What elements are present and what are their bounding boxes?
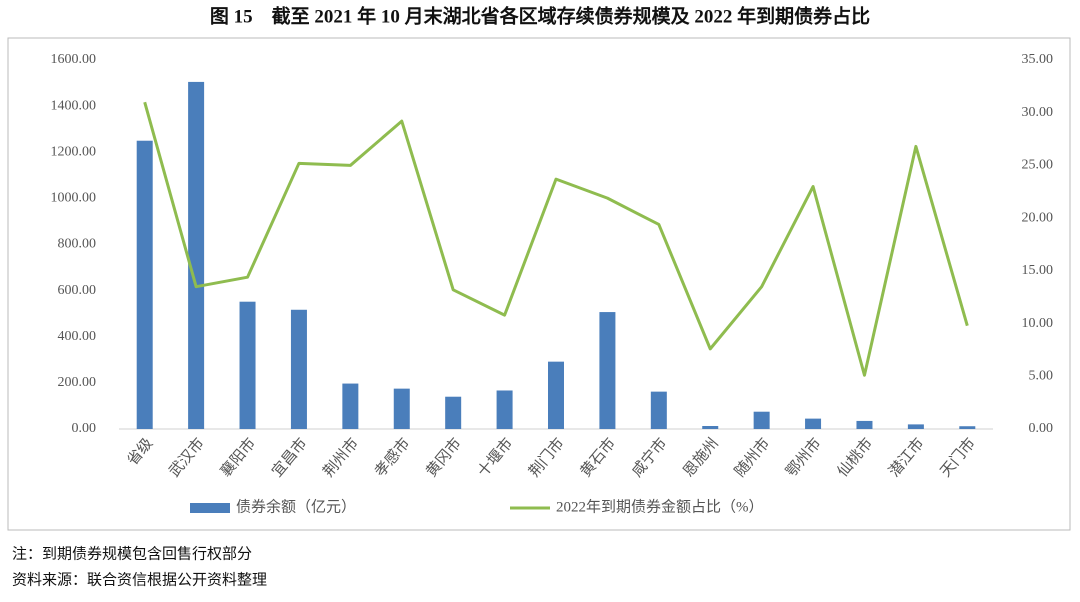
x-tick-label: 孝感市 [372, 435, 414, 480]
x-tick-label: 鄂州市 [783, 435, 825, 480]
x-tick-label: 随州市 [731, 435, 773, 480]
bar [753, 411, 770, 429]
bar [702, 426, 719, 429]
y-tick-label: 600.00 [58, 283, 97, 298]
x-tick-label: 恩施州 [680, 435, 722, 480]
y2-tick-label: 30.00 [1022, 105, 1054, 120]
bar [548, 361, 564, 429]
bar [907, 424, 924, 429]
bar [959, 426, 976, 429]
bar [188, 81, 205, 430]
y-tick-label: 1400.00 [51, 98, 97, 113]
bar [239, 301, 256, 429]
y-tick-label: 200.00 [58, 375, 97, 390]
x-tick-label: 省级 [124, 435, 156, 469]
legend-label: 债券余额（亿元） [236, 497, 356, 515]
bar [342, 383, 359, 429]
x-tick-label: 襄阳市 [217, 435, 259, 480]
x-tick-label: 天门市 [937, 435, 979, 480]
bar [136, 140, 153, 429]
y2-tick-label: 20.00 [1022, 210, 1054, 225]
legend-label: 2022年到期债券金额占比（%） [556, 498, 764, 515]
bar [650, 391, 667, 429]
bar [445, 396, 462, 429]
bar [805, 418, 822, 429]
x-tick-label: 黄石市 [577, 435, 619, 480]
y-tick-label: 800.00 [58, 237, 97, 252]
note: 注：到期债券规模包含回售行权部分 [12, 545, 252, 562]
y-tick-label: 1000.00 [51, 191, 97, 206]
chart-frame [7, 37, 1071, 531]
x-tick-label: 咸宁市 [629, 435, 671, 480]
bar [393, 388, 410, 429]
bar [856, 420, 873, 429]
line [143, 101, 969, 377]
x-tick-label: 仙桃市 [834, 435, 876, 480]
x-tick-label: 武汉市 [166, 435, 208, 480]
y2-tick-label: 35.00 [1022, 52, 1054, 67]
y2-tick-label: 0.00 [1029, 421, 1054, 436]
x-tick-label: 荆门市 [526, 435, 568, 480]
x-tick-label: 潜江市 [886, 435, 928, 480]
y-tick-label: 1600.00 [51, 52, 97, 67]
x-tick-label: 十堰市 [474, 435, 516, 480]
source: 资料来源：联合资信根据公开资料整理 [12, 571, 267, 588]
y2-tick-label: 15.00 [1022, 263, 1054, 278]
y-tick-label: 0.00 [72, 421, 97, 436]
x-tick-label: 宜昌市 [269, 435, 311, 480]
chart-title: 图 15 截至 2021 年 10 月末湖北省各区域存续债券规模及 2022 年… [210, 4, 870, 27]
bar [290, 309, 307, 429]
y2-tick-label: 10.00 [1022, 316, 1054, 331]
y2-tick-label: 5.00 [1029, 369, 1054, 384]
x-tick-label: 黄冈市 [423, 435, 465, 480]
y-tick-label: 400.00 [58, 329, 97, 344]
x-tick-label: 荆州市 [320, 435, 362, 480]
y-tick-label: 1200.00 [51, 144, 97, 159]
y2-tick-label: 25.00 [1022, 158, 1054, 173]
bar [599, 312, 616, 429]
bar [496, 390, 513, 429]
legend-swatch [190, 503, 230, 513]
